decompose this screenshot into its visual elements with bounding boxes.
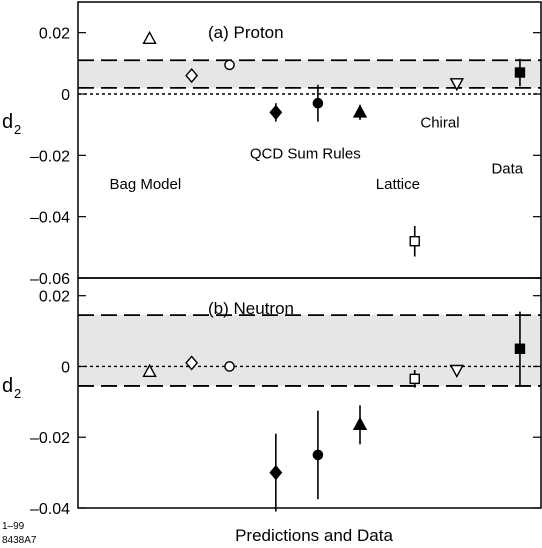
neutron-y-tick-label: –0.02 — [30, 430, 70, 447]
proton-y-tick-label: –0.02 — [30, 148, 70, 165]
neutron-panel: 0.02 0 –0.02 –0.04 d 2 (b) Neutron — [2, 277, 542, 518]
neutron-y-axis-label: d — [2, 375, 13, 397]
neutron-y-tick-label: 0.02 — [39, 289, 70, 306]
neutron-point-diamond-open — [185, 355, 199, 371]
neutron-point-diamond-filled — [269, 465, 283, 481]
neutron-y-tick-label: 0 — [61, 359, 70, 376]
proton-point-circle-filled — [312, 97, 324, 109]
proton-data-band — [78, 60, 541, 88]
proton-point-diamond-filled — [269, 104, 283, 120]
neutron-point-triangle-down-open — [449, 364, 464, 378]
neutron-y-tick-label: –0.04 — [30, 501, 70, 518]
neutron-point-triangle-up-filled — [352, 416, 368, 431]
neutron-point-circle-filled — [312, 449, 324, 461]
proton-category-label: Chiral — [420, 115, 459, 132]
neutron-point-square-filled — [514, 343, 526, 354]
proton-y-tick-label: –0.06 — [30, 271, 70, 288]
proton-y-tick-label: 0 — [61, 87, 70, 104]
proton-category-label: Data — [491, 161, 523, 178]
proton-category-label: Bag Model — [109, 176, 181, 193]
proton-y-tick-label: –0.04 — [30, 210, 70, 227]
proton-point-circle-open — [224, 59, 235, 71]
neutron-point-circle-open — [224, 361, 235, 372]
proton-panel: 0.02 0 –0.02 –0.04 –0.06 d 2 (a) Proton Bag Mode… — [2, 1, 542, 288]
corner-id-label: 8438A7 — [2, 535, 37, 546]
proton-y-axis-label: d — [2, 111, 13, 133]
proton-point-diamond-open — [185, 68, 199, 84]
proton-y-tick-label: 0.02 — [39, 26, 70, 43]
neutron-y-axis-label-subscript: 2 — [14, 386, 21, 401]
proton-point-triangle-down-open — [449, 78, 464, 92]
neutron-frame — [77, 277, 542, 509]
proton-point-square-filled — [514, 67, 526, 78]
proton-category-label: Lattice — [376, 176, 420, 193]
neutron-panel-title: (b) Neutron — [208, 299, 294, 318]
neutron-point-triangle-up-open — [142, 363, 157, 377]
proton-point-square-open — [409, 235, 420, 247]
proton-category-label: QCD Sum Rules — [250, 145, 361, 162]
neutron-point-square-open — [409, 373, 420, 385]
proton-point-triangle-up-open — [142, 30, 157, 44]
proton-panel-title: (a) Proton — [208, 23, 284, 42]
corner-date-label: 1–99 — [2, 521, 25, 532]
proton-y-axis-label-subscript: 2 — [14, 122, 21, 137]
proton-point-triangle-up-filled — [352, 104, 368, 118]
x-axis-label: Predictions and Data — [235, 526, 393, 545]
